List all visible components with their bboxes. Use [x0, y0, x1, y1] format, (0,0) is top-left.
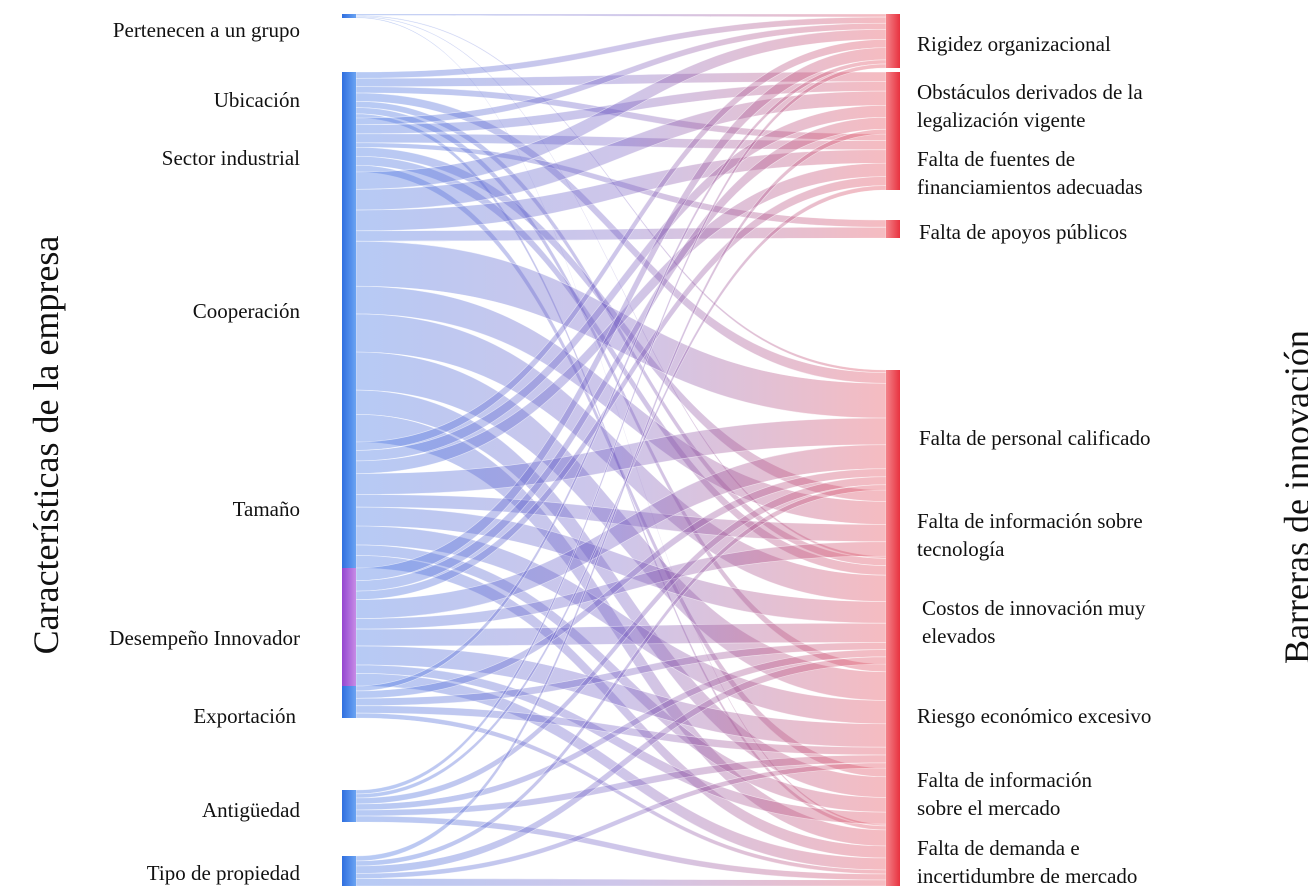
right-label-financiamiento: Falta de fuentes de financiamientos adec… — [917, 145, 1143, 201]
right-label-demanda: Falta de demanda e incertidumbre de merc… — [917, 834, 1137, 890]
right-label-personal: Falta de personal calificado — [919, 426, 1151, 450]
flow-link-cooperacion-to-apoyos — [355, 226, 887, 242]
right-node-info_mercado — [886, 768, 900, 824]
right-label-info-tec: Falta de información sobre tecnología — [917, 507, 1143, 563]
right-label-costos-line1: Costos de innovación muy — [922, 596, 1146, 620]
left-label-antiguedad: Antigüedad — [202, 798, 300, 822]
left-label-tamano: Tamaño — [232, 497, 300, 521]
left-node-exportacion — [342, 686, 356, 718]
left-label-propiedad: Tipo de propiedad — [146, 861, 300, 885]
right-node-apoyos — [886, 220, 900, 238]
left-node-ubicacion — [342, 72, 356, 118]
flow-links — [355, 13, 887, 887]
right-label-rigidez: Rigidez organizacional — [917, 32, 1111, 56]
right-label-demanda-line1: Falta de demanda e — [917, 836, 1080, 860]
right-label-financiamiento-line2: financiamientos adecuadas — [917, 175, 1143, 199]
right-node-financiamiento — [886, 134, 900, 190]
left-label-ubicacion: Ubicación — [213, 88, 300, 112]
right-label-financiamiento-line1: Falta de fuentes de — [917, 147, 1076, 171]
left-node-grupo — [342, 14, 356, 18]
right-node-rigidez — [886, 14, 900, 68]
left-node-desempeno — [342, 568, 356, 686]
right-label-riesgo: Riesgo económico excesivo — [917, 704, 1152, 728]
right-label-info-mercado-line1: Falta de información — [917, 768, 1092, 792]
right-axis-title: Barreras de innovación — [1277, 330, 1308, 664]
left-node-antiguedad — [342, 790, 356, 822]
right-node-demanda — [886, 824, 900, 886]
right-node-info_tec — [886, 490, 900, 556]
left-node-sector — [342, 118, 356, 172]
left-node-cooperacion — [342, 172, 356, 442]
right-label-obstaculos-line1: Obstáculos derivados de la — [917, 80, 1143, 104]
left-node-tamano — [342, 442, 356, 568]
left-nodes — [342, 14, 356, 886]
right-label-info-mercado: Falta de información sobre el mercado — [917, 766, 1092, 822]
right-node-personal — [886, 370, 900, 490]
right-node-costos — [886, 556, 900, 664]
left-label-sector: Sector industrial — [161, 146, 300, 170]
right-node-obstaculos — [886, 72, 900, 134]
right-label-costos-line2: elevados — [922, 624, 996, 648]
right-label-obstaculos-line2: legalización vigente — [917, 108, 1086, 132]
left-node-propiedad — [342, 856, 356, 886]
left-label-grupo: Pertenecen a un grupo — [112, 18, 300, 42]
left-axis-title: Características de la empresa — [26, 235, 66, 655]
right-label-info-tec-line2: tecnología — [917, 537, 1005, 561]
right-label-info-mercado-line2: sobre el mercado — [917, 796, 1061, 820]
right-label-costos: Costos de innovación muy elevados — [922, 594, 1145, 650]
right-label-apoyos: Falta de apoyos públicos — [919, 220, 1128, 244]
left-label-desempeno: Desempeño Innovador — [109, 626, 300, 650]
left-label-exportacion: Exportación — [193, 704, 296, 728]
right-label-obstaculos: Obstáculos derivados de la legalización … — [917, 78, 1143, 134]
flow-link-propiedad-to-demanda — [355, 878, 887, 887]
flow-link-grupo-to-rigidez — [355, 13, 887, 18]
right-node-riesgo — [886, 664, 900, 768]
right-label-demanda-line2: incertidumbre de mercado — [917, 864, 1138, 888]
right-nodes — [886, 14, 900, 886]
left-label-cooperacion: Cooperación — [192, 299, 300, 323]
right-label-info-tec-line1: Falta de información sobre — [917, 509, 1143, 533]
